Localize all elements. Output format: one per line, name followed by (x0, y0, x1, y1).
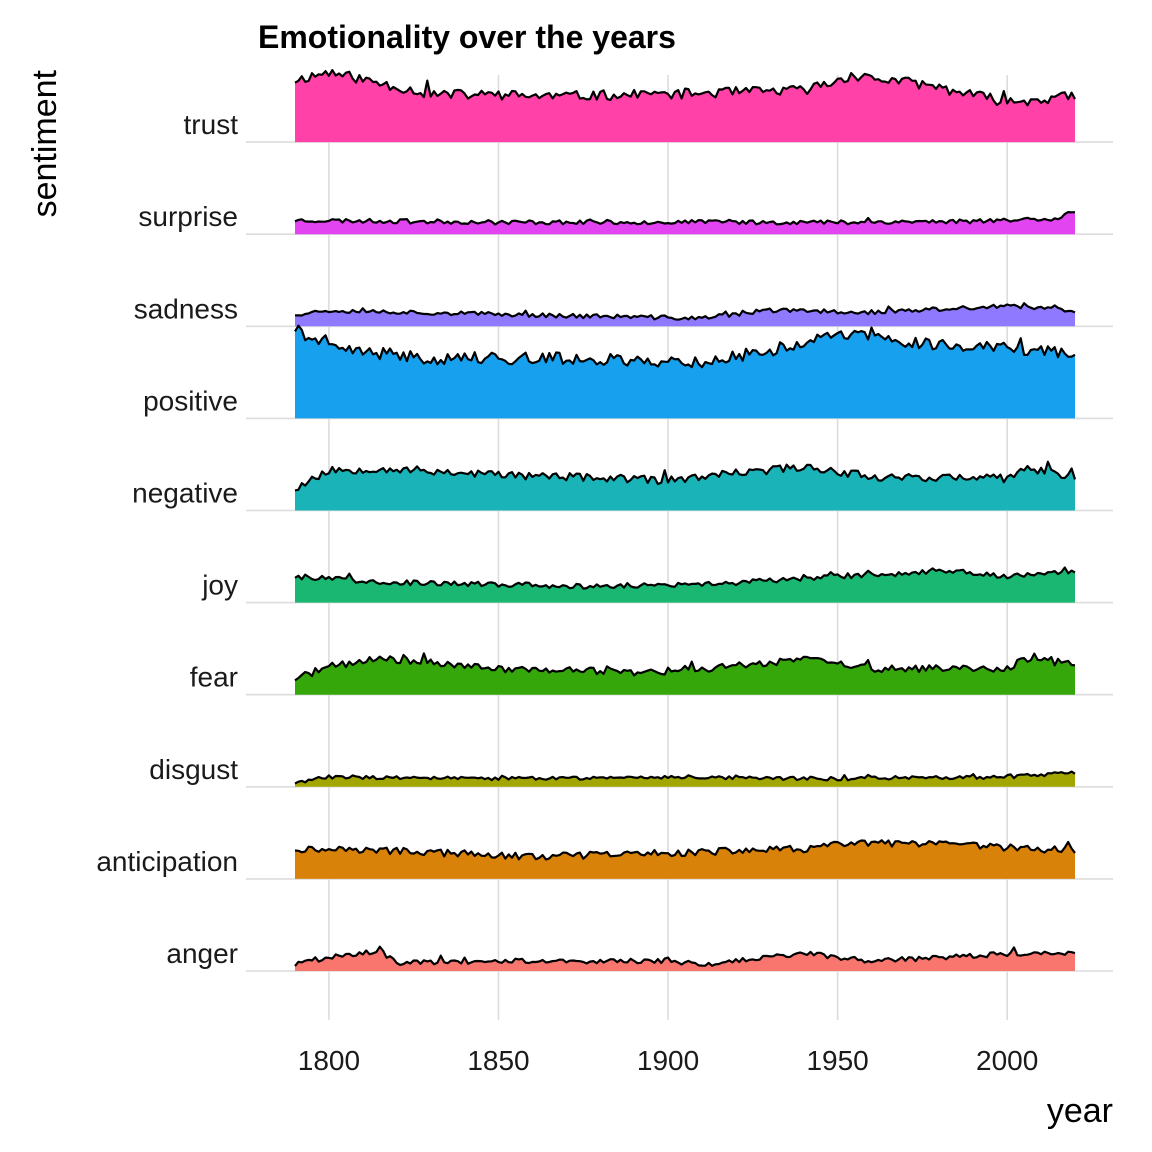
line-surprise (294, 211, 1076, 226)
chart-title: Emotionality over the years (258, 19, 676, 55)
line-anticipation (294, 839, 1076, 861)
line-joy (294, 566, 1076, 590)
area-anger (295, 946, 1075, 971)
x-axis-title: year (1047, 1092, 1113, 1130)
area-fear (295, 653, 1075, 695)
line-trust (294, 69, 1076, 107)
ridgeline-areas (294, 69, 1077, 971)
x-tick-label: 1950 (806, 1045, 868, 1076)
y-tick-label-anticipation: anticipation (96, 846, 238, 877)
y-tick-label-negative: negative (132, 478, 238, 509)
y-tick-label-surprise: surprise (138, 201, 238, 232)
area-positive (295, 325, 1075, 419)
x-tick-label: 1800 (298, 1045, 360, 1076)
y-tick-label-fear: fear (190, 662, 238, 693)
line-positive (294, 324, 1076, 369)
x-tick-label: 1850 (467, 1045, 529, 1076)
y-tick-labels: trust surprise sadness positive negative joy f… (96, 109, 238, 969)
y-tick-label-trust: trust (184, 109, 239, 140)
y-tick-label-joy: joy (201, 570, 238, 601)
area-surprise (295, 212, 1075, 235)
line-anger (294, 945, 1076, 967)
y-tick-label-sadness: sadness (134, 293, 238, 324)
area-disgust (295, 771, 1075, 787)
x-tick-label: 2000 (976, 1045, 1038, 1076)
area-joy (295, 567, 1075, 603)
line-fear (294, 652, 1076, 682)
line-sadness (295, 302, 1076, 321)
area-trust (295, 70, 1075, 143)
y-tick-label-positive: positive (143, 385, 238, 416)
area-negative (295, 461, 1075, 511)
area-sadness (295, 303, 1075, 327)
line-negative (294, 460, 1077, 492)
area-anticipation (295, 840, 1075, 879)
x-tick-labels: 1800 1850 1900 1950 2000 (298, 1045, 1039, 1076)
x-tick-label: 1900 (637, 1045, 699, 1076)
y-axis-title: sentiment (26, 69, 64, 217)
y-tick-label-disgust: disgust (149, 754, 238, 785)
line-disgust (294, 770, 1076, 785)
y-tick-label-anger: anger (166, 938, 238, 969)
